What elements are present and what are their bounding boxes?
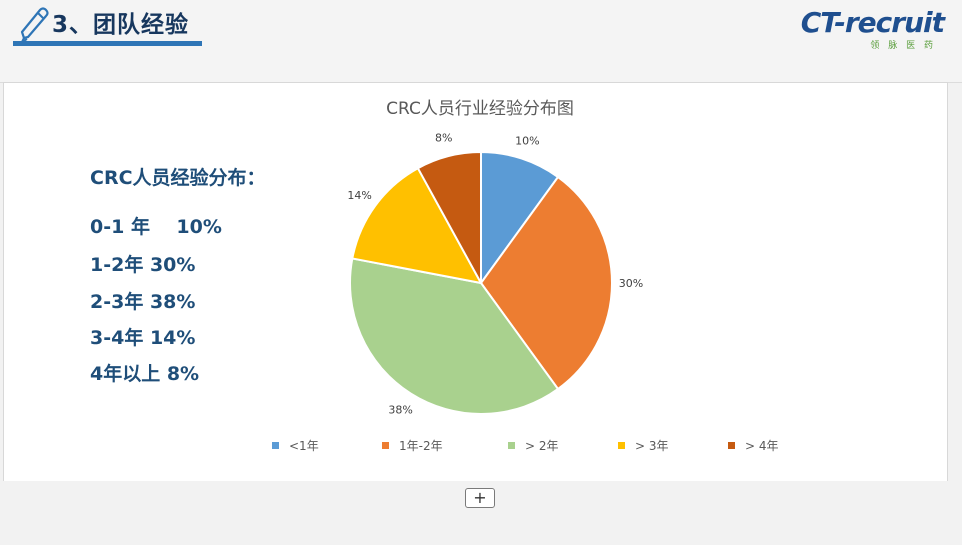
- summary-line: 4年以上 8%: [90, 363, 200, 385]
- legend-swatch: [508, 442, 515, 449]
- pen-icon: [20, 7, 49, 42]
- summary-line: 2-3年 38%: [90, 291, 196, 313]
- page-title: 3、团队经验: [52, 12, 190, 38]
- legend-label: > 3年: [635, 439, 669, 453]
- legend-item: <1年: [272, 437, 319, 455]
- legend-swatch: [728, 442, 735, 449]
- legend-item: 1年-2年: [382, 437, 443, 455]
- legend-swatch: [618, 442, 625, 449]
- legend-swatch: [382, 442, 389, 449]
- title-underline: [13, 41, 202, 46]
- logo-text: CT-recruit: [800, 6, 945, 39]
- add-button[interactable]: +: [465, 488, 495, 508]
- legend-swatch: [272, 442, 279, 449]
- logo-subtext: 领 脉 医 药: [870, 41, 936, 51]
- legend-item: > 3年: [618, 437, 669, 455]
- summary-line: 3-4年 14%: [90, 327, 196, 349]
- company-logo: CT-recruit 领 脉 医 药: [801, 4, 954, 52]
- chart-title: CRC人员行业经验分布图: [386, 99, 574, 119]
- legend-item: > 2年: [508, 437, 559, 455]
- legend-item: > 4年: [728, 437, 779, 455]
- chart-panel: [3, 82, 948, 483]
- slide-header: 3、团队经验 CT-recruit 领 脉 医 药: [0, 0, 962, 83]
- legend-label: > 2年: [525, 439, 559, 453]
- chart-legend: <1年 1年-2年 > 2年 > 3年 > 4年: [0, 437, 962, 457]
- legend-label: > 4年: [745, 439, 779, 453]
- summary-line: 0-1 年 10%: [90, 216, 222, 238]
- legend-label: 1年-2年: [399, 439, 443, 453]
- summary-heading: CRC人员经验分布：: [90, 167, 266, 189]
- summary-line: 1-2年 30%: [90, 254, 196, 276]
- legend-label: <1年: [289, 439, 319, 453]
